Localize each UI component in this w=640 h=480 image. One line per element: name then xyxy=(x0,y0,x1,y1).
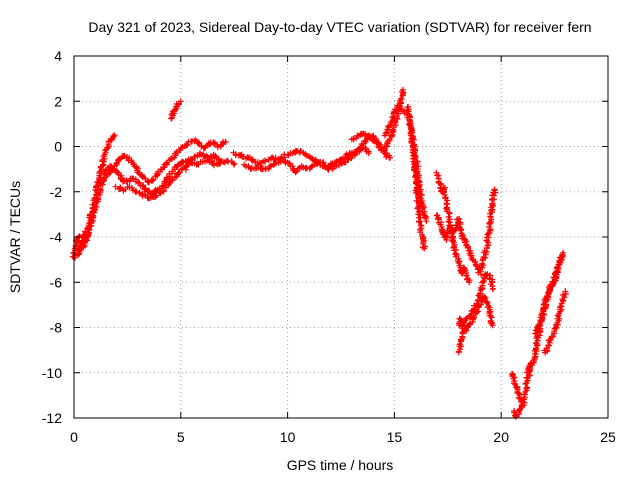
y-tick-label: 2 xyxy=(54,93,62,109)
x-tick-label: 10 xyxy=(280,429,296,445)
y-tick-label: -4 xyxy=(50,229,63,245)
chart-title: Day 321 of 2023, Sidereal Day-to-day VTE… xyxy=(88,19,591,35)
x-tick-label: 5 xyxy=(177,429,185,445)
data-point-cluster xyxy=(70,156,237,261)
data-point-cluster xyxy=(434,187,499,278)
y-axis-label: SDTVAR / TECUs xyxy=(7,181,23,293)
y-tick-label: -6 xyxy=(50,274,63,290)
data-marks xyxy=(70,87,569,420)
y-tick-label: -12 xyxy=(42,410,62,426)
y-tick-label: -10 xyxy=(42,365,62,381)
y-tick-label: 4 xyxy=(54,48,62,64)
data-point-cluster xyxy=(532,250,566,337)
y-tick-label: -2 xyxy=(50,184,63,200)
data-point-cluster xyxy=(349,87,407,155)
y-tick-label: 0 xyxy=(54,139,62,155)
data-point-cluster xyxy=(70,132,117,256)
x-tick-label: 15 xyxy=(387,429,403,445)
x-axis-label: GPS time / hours xyxy=(287,457,394,473)
x-tick-label: 20 xyxy=(493,429,509,445)
x-tick-label: 0 xyxy=(70,429,78,445)
data-point-cluster xyxy=(168,98,184,121)
axis-ticks: 0 5 10 15 20 25420-2-4-6-8-10-12 xyxy=(42,48,616,445)
x-tick-label: 25 xyxy=(600,429,616,445)
y-tick-label: -8 xyxy=(50,320,63,336)
